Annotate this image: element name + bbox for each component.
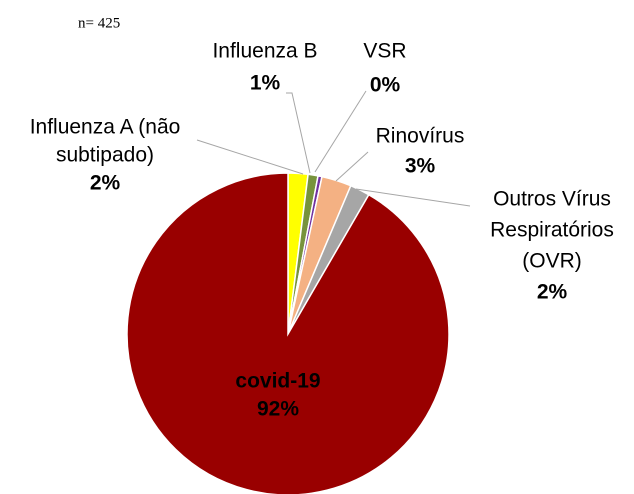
value-label: 2% bbox=[537, 281, 568, 304]
leader-line bbox=[335, 151, 369, 182]
category-label: (OVR) bbox=[522, 250, 582, 273]
value-label: 92% bbox=[257, 398, 299, 421]
chart-subtitle: n= 425 bbox=[78, 15, 120, 31]
pie bbox=[126, 172, 450, 494]
category-label: VSR bbox=[363, 40, 406, 63]
pie-slice bbox=[126, 172, 450, 494]
category-label: Outros Vírus bbox=[493, 188, 611, 211]
leader-lines bbox=[196, 90, 471, 207]
leader-line bbox=[314, 90, 367, 173]
category-label: Influenza B bbox=[212, 40, 317, 63]
category-label: covid-19 bbox=[235, 370, 320, 393]
value-label: 0% bbox=[370, 74, 401, 97]
category-label: Respiratórios bbox=[490, 219, 614, 242]
category-label: subtipado) bbox=[56, 144, 154, 167]
leader-line bbox=[196, 139, 304, 175]
value-label: 1% bbox=[250, 72, 281, 95]
leader-line bbox=[286, 92, 311, 174]
category-label: Rinovírus bbox=[376, 125, 465, 148]
category-label: Influenza A (não bbox=[30, 116, 181, 139]
value-label: 2% bbox=[90, 172, 121, 195]
leader-line bbox=[355, 188, 471, 207]
value-label: 3% bbox=[405, 155, 436, 178]
